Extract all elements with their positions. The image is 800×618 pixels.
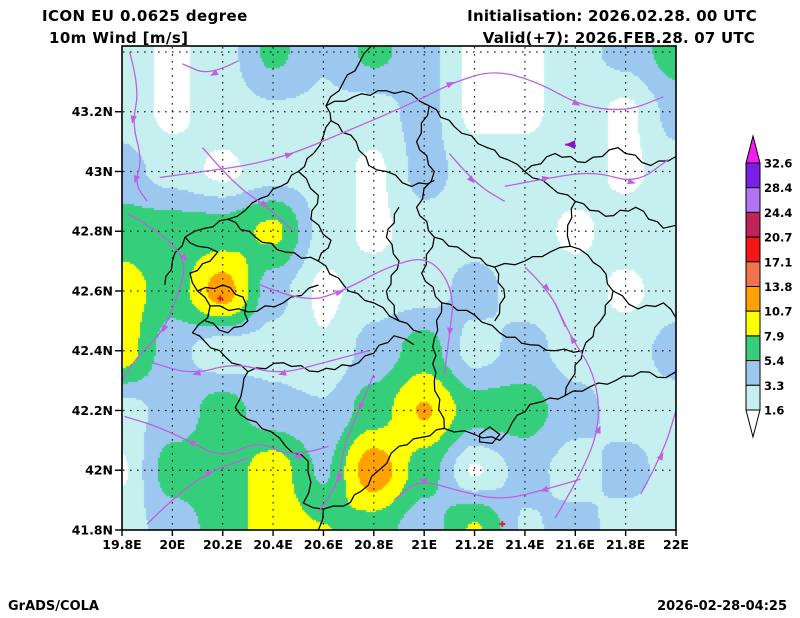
y-axis-label: 42.8N [72, 224, 113, 239]
x-axis-label: 20E [159, 537, 185, 552]
model-title: ICON EU 0.0625 degree [42, 7, 248, 25]
colorbar-segment [745, 211, 761, 238]
colorbar-legend: 32.6 28.4 24.4 20.7 17.1 13.8 10.7 7.9 5.4 3.3 1.6 [745, 134, 792, 439]
valid-time-label: Valid(+7): 2026.FEB.28. 07 UTC [482, 29, 755, 47]
x-axis-label: 20.6E [304, 537, 343, 552]
y-axis-label: 43N [85, 164, 113, 179]
axis-ticks-and-labels: 19.8E 20E 20.2E 20.4E 20.6E 20.8E 21E 21.2E 21.4… [72, 104, 689, 552]
colorbar-segment [745, 187, 761, 213]
x-axis-label: 21.4E [505, 537, 544, 552]
colorbar-bottom-arrow [745, 409, 761, 439]
y-axis-label: 42.4N [72, 343, 113, 358]
colorbar-segment [745, 310, 761, 337]
y-axis-label: 41.8N [72, 523, 113, 538]
colorbar-label: 20.7 [764, 231, 792, 245]
parameter-title: 10m Wind [m/s] [49, 29, 189, 47]
x-axis-label: 21.6E [556, 537, 595, 552]
colorbar-label: 24.4 [764, 206, 792, 220]
country-and-district-borders [164, 45, 677, 531]
y-axis-label: 42.2N [72, 403, 113, 418]
colorbar-label: 13.8 [764, 280, 792, 294]
colorbar-label: 17.1 [764, 255, 792, 269]
colorbar-segment [745, 162, 761, 189]
map-frame [121, 45, 677, 531]
colorbar-segment [745, 261, 761, 287]
y-axis-label: 42N [85, 463, 113, 478]
x-axis-label: 21E [411, 537, 437, 552]
colorbar-label: 10.7 [764, 305, 792, 319]
creation-timestamp: 2026-02-28-04:25 [657, 599, 787, 614]
colorbar-segment [745, 360, 761, 386]
colorbar-label: 3.3 [764, 379, 784, 393]
colorbar-label: 32.6 [764, 157, 792, 171]
colorbar-segment [745, 286, 761, 312]
wind-max-marks [217, 295, 506, 528]
x-axis-label: 21.2E [455, 537, 494, 552]
x-axis-label: 20.8E [354, 537, 393, 552]
x-axis-label: 22E [663, 537, 689, 552]
x-axis-label: 20.4E [253, 537, 292, 552]
colorbar-segment [745, 384, 761, 411]
colorbar-label: 1.6 [764, 404, 784, 418]
grads-credit-label: GrADS/COLA [8, 599, 99, 614]
colorbar-segment [745, 236, 761, 263]
y-axis-label: 43.2N [72, 104, 113, 119]
colorbar-segment [745, 335, 761, 362]
colorbar-label: 7.9 [764, 329, 784, 343]
x-axis-label: 20.2E [203, 537, 242, 552]
colorbar-top-arrow [745, 134, 761, 164]
x-axis-label: 21.8E [606, 537, 645, 552]
colorbar-label: 28.4 [764, 181, 792, 195]
wind-streamlines [121, 51, 677, 525]
y-axis-label: 42.6N [72, 283, 113, 298]
init-time-label: Initialisation: 2026.02.28. 00 UTC [467, 7, 757, 25]
x-axis-label: 19.8E [102, 537, 141, 552]
colorbar-label: 5.4 [764, 354, 784, 368]
